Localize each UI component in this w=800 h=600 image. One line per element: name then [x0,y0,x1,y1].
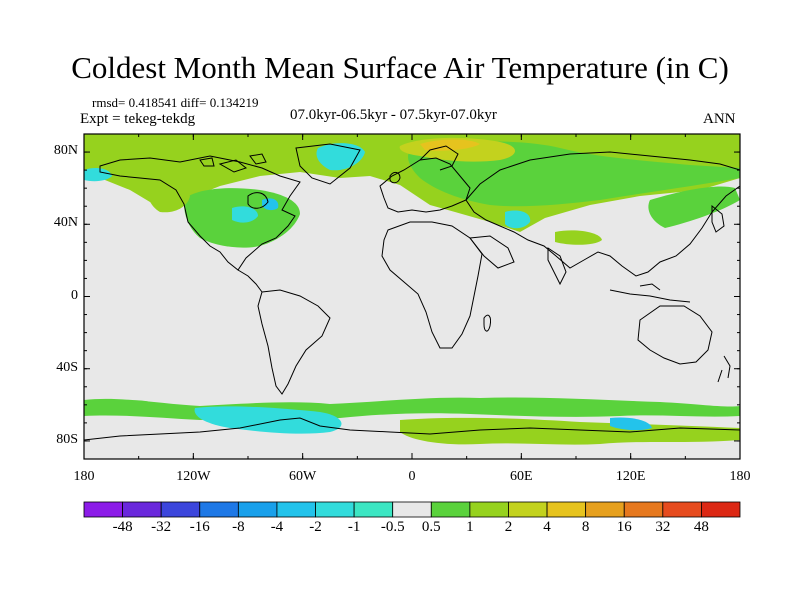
coast-antarctica [84,417,740,441]
colorbar-label: 2 [504,519,513,535]
colorbar-label: 8 [581,519,590,535]
lon-label: 60E [510,469,533,484]
colorbar-swatch [237,501,278,518]
colorbar-swatch [469,501,509,518]
lon-label: 60W [289,469,317,484]
axis-ticks [83,133,741,460]
rmsd-value: rmsd= 0.418541 [92,95,178,110]
colorbar-swatch [662,501,702,518]
map-title: Coldest Month Mean Surface Air Temperatu… [71,50,729,85]
colorbar [83,501,741,518]
lat-label: 40S [56,359,78,375]
coast-japan [711,204,725,233]
colorbar-label: 16 [616,519,632,535]
colorbar-swatch [276,501,316,518]
anomaly-green-central-asia [555,230,602,245]
lon-label: 0 [408,469,416,484]
coast-south-america [257,289,331,395]
lon-label: 120E [615,469,646,484]
lat-label: 80N [53,143,78,159]
coast-hudson-bay [247,192,269,209]
colorbar-label: 1 [466,519,474,535]
colorbar-swatch [623,501,664,518]
anomaly-green-east-asia [648,186,740,228]
lon-label: 180 [729,469,751,484]
colorbar-label: -48 [112,519,133,535]
colorbar-label: 4 [543,519,551,535]
lat-label: 80S [56,431,78,447]
stats-line: rmsd= 0.418541 diff= 0.134219 [92,95,258,111]
coast-arabia [469,235,515,269]
coast-arctic-islands [199,153,267,173]
lon-label: 120W [176,469,211,484]
coast-africa [381,221,483,349]
anomaly-cyan-caspian [505,210,531,229]
lon-label: 180 [73,469,95,484]
colorbar-swatch [585,501,625,518]
anomaly-cyan-antarctica [194,406,342,434]
lat-label: 40N [53,215,78,231]
colorbar-label: -1 [347,519,361,535]
coastlines [84,143,740,441]
anomaly-green-south-pacific [120,400,162,414]
coast-indonesia [609,283,691,303]
anomaly-green-west-na [148,185,190,213]
coast-greenland [295,143,361,185]
diff-value: diff= 0.134219 [180,95,259,110]
colorbar-swatch [199,501,239,518]
colorbar-label: -0.5 [380,519,405,535]
anomaly-fields [84,134,740,445]
season-label: ANN [703,111,736,127]
colorbar-label: -2 [309,519,322,535]
colorbar-swatch [508,501,548,518]
coast-india [547,247,567,286]
colorbar-swatch [353,501,394,518]
coast-central-america [237,269,263,293]
colorbar-swatch [701,501,741,518]
coast-new-zealand [717,355,731,383]
colorbar-label: 48 [693,519,709,535]
anomaly-cyan-arctic-patch [84,168,112,182]
colorbar-swatch [546,501,587,518]
anomaly-cyan-canada [232,206,258,223]
experiment-label: Expt = tekeg-tekdg [80,111,196,127]
coast-asia [465,151,740,277]
colorbar-swatch [315,501,355,518]
anomaly-cyan-weddell [610,417,652,431]
colorbar-label: -8 [232,519,245,535]
colorbar-label: 0.5 [421,519,441,535]
colorbar-swatch [83,501,123,518]
colorbar-label: -4 [270,519,284,535]
lat-label: 0 [71,287,78,303]
coast-australia [637,305,713,365]
coast-north-america [99,155,301,271]
colorbar-label: -32 [151,519,172,535]
coast-madagascar [483,314,491,332]
colorbar-swatch [430,501,471,518]
period-label: 07.0kyr-06.5kyr - 07.5kyr-07.0kyr [290,107,497,123]
anomaly-orange-north [420,139,480,151]
colorbar-label: -16 [189,519,210,535]
anomaly-cyan-hudson [262,198,279,211]
colorbar-swatch [122,501,162,518]
anomaly-green-antarctica [400,417,740,445]
colorbar-label: 32 [655,519,671,535]
colorbar-swatch [160,501,201,518]
colorbar-swatch [392,501,432,518]
coast-scandinavia [419,145,459,171]
coast-uk [389,171,401,184]
